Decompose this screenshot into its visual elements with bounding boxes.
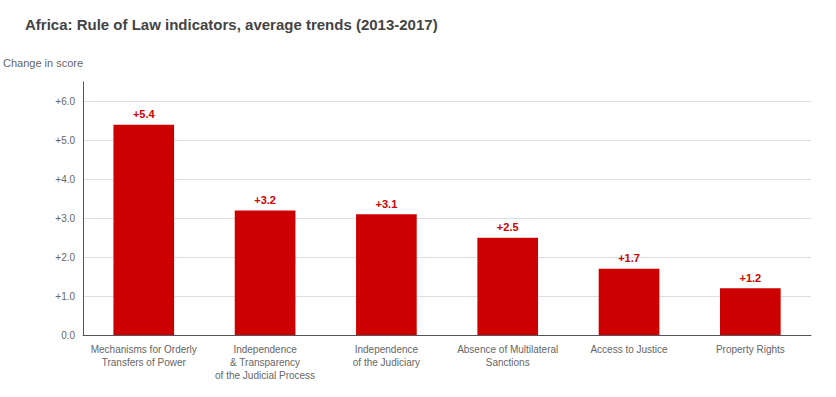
- svg-text:0.0: 0.0: [61, 330, 75, 341]
- svg-text:+6.0: +6.0: [55, 96, 75, 107]
- svg-text:+2.0: +2.0: [55, 252, 75, 263]
- svg-text:Absence of Multilateral: Absence of Multilateral: [457, 344, 558, 355]
- svg-text:Access to Justice: Access to Justice: [590, 344, 668, 355]
- svg-text:Sanctions: Sanctions: [486, 357, 530, 368]
- svg-text:+3.2: +3.2: [254, 194, 276, 206]
- svg-text:+2.5: +2.5: [497, 221, 519, 233]
- svg-text:+1.7: +1.7: [618, 252, 640, 264]
- svg-text:Transfers of Power: Transfers of Power: [102, 357, 187, 368]
- svg-text:of the Judiciary: of the Judiciary: [353, 357, 420, 368]
- svg-text:Independence: Independence: [233, 344, 297, 355]
- svg-text:+5.0: +5.0: [55, 135, 75, 146]
- svg-text:Independence: Independence: [355, 344, 419, 355]
- svg-text:+1.0: +1.0: [55, 291, 75, 302]
- svg-text:Africa: Rule of Law indicators: Africa: Rule of Law indicators, average …: [25, 16, 438, 33]
- svg-text:+1.2: +1.2: [739, 272, 761, 284]
- svg-text:of the Judicial Process: of the Judicial Process: [215, 370, 315, 381]
- svg-text:Property Rights: Property Rights: [716, 344, 785, 355]
- svg-text:Mechanisms for Orderly: Mechanisms for Orderly: [91, 344, 197, 355]
- svg-text:& Transparency: & Transparency: [230, 357, 300, 368]
- svg-text:+4.0: +4.0: [55, 174, 75, 185]
- svg-text:+3.1: +3.1: [376, 198, 398, 210]
- svg-text:+5.4: +5.4: [133, 108, 156, 120]
- svg-text:+3.0: +3.0: [55, 213, 75, 224]
- svg-text:Change in score: Change in score: [3, 57, 83, 69]
